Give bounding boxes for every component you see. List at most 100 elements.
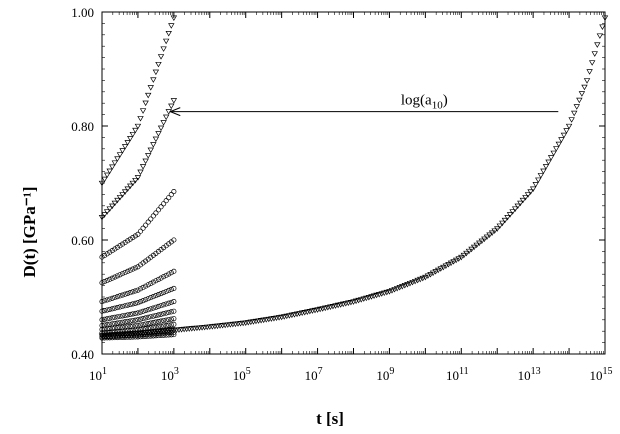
circle-marker: [104, 277, 110, 284]
circle-marker: [161, 311, 167, 317]
triangle-marker: [594, 42, 601, 48]
triangle-marker: [506, 212, 514, 218]
triangle-marker: [386, 289, 393, 295]
circle-marker: [122, 319, 128, 325]
triangle-marker: [147, 85, 154, 91]
triangle-marker: [422, 274, 429, 281]
circle-marker: [137, 286, 144, 292]
triangle-marker: [139, 108, 147, 114]
triangle-marker: [519, 197, 527, 204]
circle-marker: [109, 248, 115, 254]
circle-marker: [153, 210, 159, 216]
triangle-marker: [535, 177, 542, 184]
circle-marker: [102, 316, 108, 322]
triangle-marker: [157, 125, 165, 132]
x-tick-label: 1011: [446, 366, 469, 383]
circle-marker: [112, 305, 118, 311]
triangle-marker: [168, 103, 175, 110]
triangle-marker: [114, 156, 121, 162]
circle-marker: [168, 322, 174, 328]
triangle-marker: [155, 131, 162, 137]
circle-marker: [125, 268, 131, 274]
x-axis-title: t [s]: [316, 409, 344, 428]
circle-marker: [122, 334, 128, 340]
circle-marker: [145, 314, 151, 320]
triangle-marker: [139, 164, 147, 170]
circle-marker: [148, 295, 154, 301]
y-tick-label: 0.40: [71, 347, 94, 362]
triangle-marker: [396, 285, 403, 291]
triangle-marker: [445, 262, 452, 268]
triangle-marker: [170, 98, 178, 104]
data-markers: [98, 15, 609, 341]
x-tick-label: 109: [376, 366, 394, 383]
triangle-marker: [129, 131, 137, 138]
triangle-marker: [103, 172, 111, 179]
circle-marker: [155, 292, 162, 298]
circle-marker: [143, 307, 149, 314]
triangle-marker: [388, 288, 396, 294]
circle-marker: [161, 302, 167, 308]
y-tick-label: 1.00: [71, 5, 94, 20]
circle-marker: [158, 318, 164, 324]
shift-factor-label: log(a10): [401, 93, 448, 112]
circle-marker: [117, 243, 123, 249]
triangle-marker: [481, 236, 488, 243]
circle-marker: [166, 322, 172, 328]
circle-marker: [132, 265, 138, 271]
circle-marker: [102, 298, 108, 304]
arrow-head: [168, 107, 181, 117]
triangle-marker: [142, 158, 149, 165]
axis-ticks: [101, 11, 606, 355]
circle-marker: [166, 195, 172, 201]
triangle-marker: [142, 100, 149, 107]
circle-marker: [140, 334, 146, 340]
circle-marker: [168, 286, 174, 293]
circle-marker: [122, 269, 128, 276]
circle-marker: [114, 305, 120, 311]
circle-marker: [150, 294, 156, 300]
triangle-marker: [496, 223, 503, 230]
x-tick-label: 103: [161, 366, 179, 383]
triangle-marker: [476, 240, 483, 247]
triangle-marker: [491, 228, 498, 234]
circle-marker: [158, 311, 164, 317]
triangle-marker: [127, 136, 134, 142]
circle-marker: [122, 303, 128, 309]
triangle-marker: [555, 141, 563, 148]
circle-marker: [109, 275, 115, 281]
circle-marker: [99, 308, 105, 314]
circle-marker: [145, 320, 151, 327]
triangle-marker: [399, 284, 406, 290]
circle-marker: [166, 309, 172, 316]
triangle-marker: [157, 54, 165, 60]
circle-marker: [117, 334, 123, 341]
circle-marker: [117, 324, 123, 331]
circle-marker: [155, 276, 162, 282]
triangle-marker: [160, 46, 167, 52]
circle-marker: [161, 318, 167, 324]
triangle-marker: [540, 168, 547, 175]
circle-marker: [158, 290, 164, 297]
triangle-marker: [499, 220, 506, 227]
circle-marker: [153, 278, 159, 284]
circle-marker: [148, 333, 154, 339]
circle-marker: [109, 325, 115, 331]
triangle-marker: [558, 137, 565, 143]
circle-marker: [112, 294, 118, 301]
circle-marker: [163, 317, 169, 323]
circle-marker: [150, 213, 156, 219]
circle-marker: [148, 216, 154, 222]
circle-marker: [150, 333, 156, 339]
triangle-marker: [429, 270, 437, 277]
circle-marker: [135, 287, 141, 293]
circle-marker: [127, 318, 133, 324]
circle-marker: [168, 299, 174, 305]
triangle-marker: [409, 279, 416, 286]
triangle-marker: [162, 114, 170, 121]
circle-marker: [130, 235, 136, 241]
triangle-marker: [103, 209, 111, 215]
circle-marker: [171, 268, 177, 274]
triangle-marker: [588, 60, 596, 66]
circle-marker: [168, 270, 174, 276]
